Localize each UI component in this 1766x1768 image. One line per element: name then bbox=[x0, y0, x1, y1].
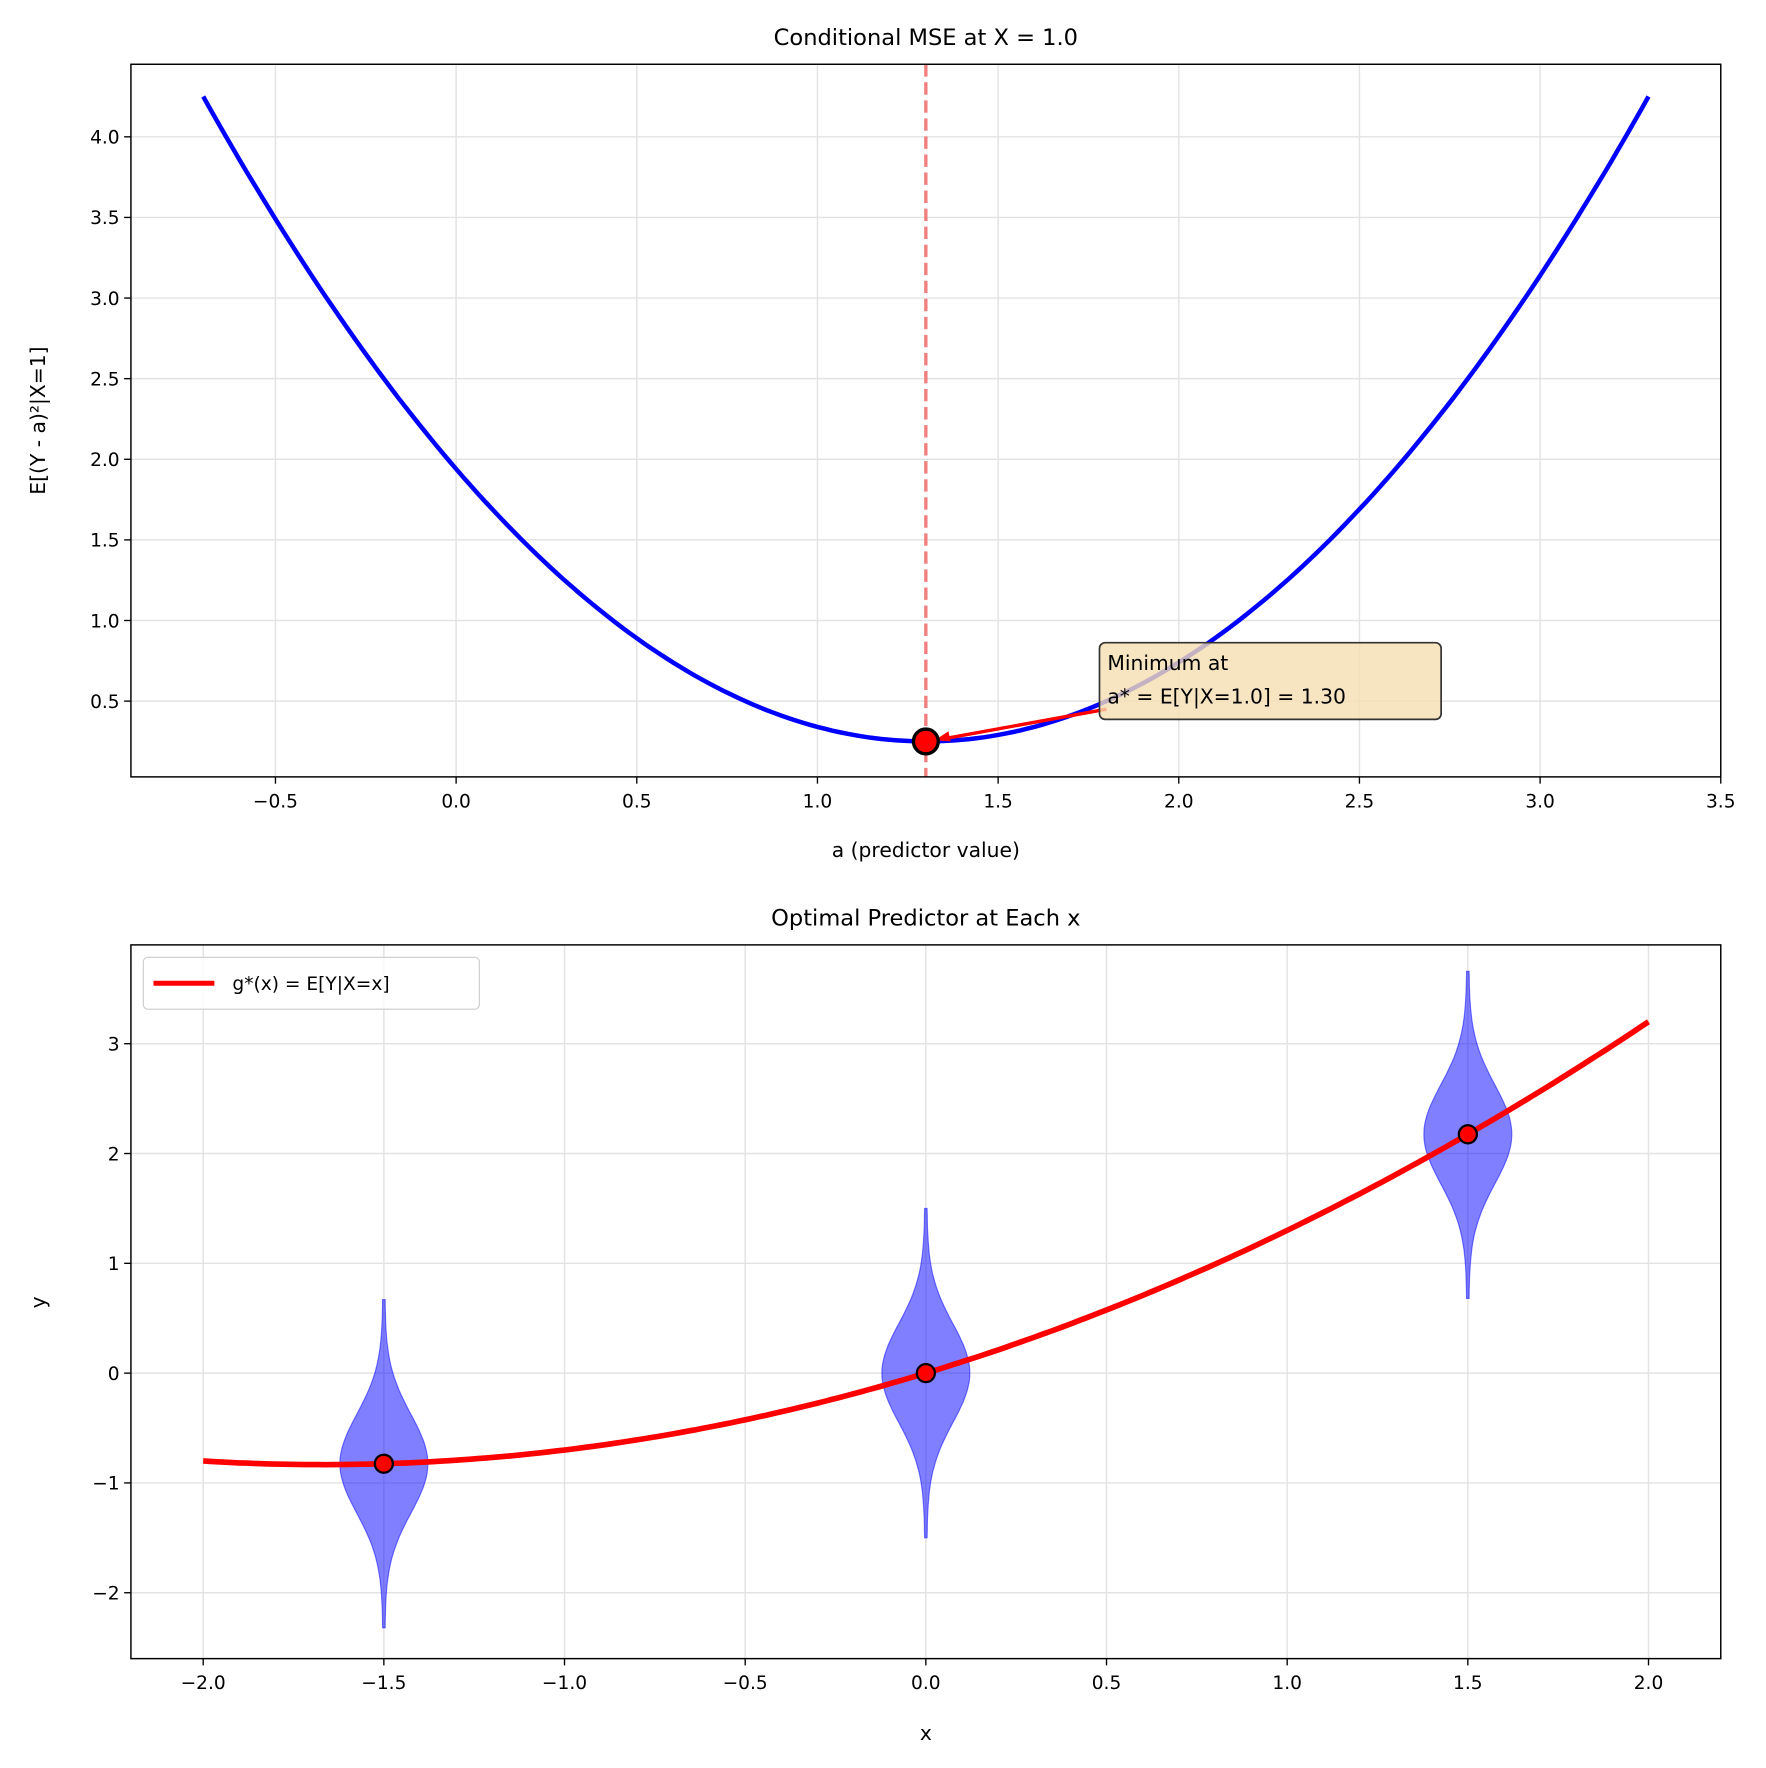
annotation-line1: Minimum at bbox=[1107, 651, 1228, 675]
mse-axes-frame bbox=[130, 63, 1722, 778]
y-tick-label: 3 bbox=[108, 1034, 120, 1055]
legend: g*(x) = E[Y|X=x] bbox=[142, 956, 480, 1010]
y-tick-label: 0.5 bbox=[90, 692, 120, 713]
annotation-line2: a* = E[Y|X=1.0] = 1.30 bbox=[1107, 685, 1346, 709]
y-tick-label: 3.0 bbox=[90, 289, 120, 310]
x-tick-label: 1.0 bbox=[1272, 1673, 1302, 1694]
y-tick-label: 3.5 bbox=[90, 208, 120, 229]
predictor-ylabel: y bbox=[26, 1296, 50, 1308]
conditional-mean-point bbox=[373, 1453, 395, 1474]
x-tick-label: −0.5 bbox=[723, 1673, 768, 1694]
conditional-mean-point bbox=[1457, 1124, 1478, 1145]
y-tick-label: 1.0 bbox=[90, 611, 120, 632]
x-tick-label: 0.5 bbox=[1092, 1673, 1122, 1694]
x-tick-label: 3.0 bbox=[1525, 791, 1555, 812]
conditional-mean-point bbox=[915, 1362, 936, 1384]
x-tick-label: 0.5 bbox=[622, 791, 652, 812]
mse-xlabel: a (predictor value) bbox=[832, 838, 1020, 862]
predictor-title: Optimal Predictor at Each x bbox=[771, 906, 1080, 932]
x-tick-label: 1.5 bbox=[1453, 1673, 1483, 1694]
x-tick-label: 1.0 bbox=[803, 791, 833, 812]
mse-ylabel: E[(Y - a)²|X=1] bbox=[26, 346, 50, 494]
predictor-plot: Optimal Predictor at Each x −2.0 −1.5 −1.0… bbox=[26, 906, 1722, 1745]
x-tick-label: 1.5 bbox=[983, 791, 1013, 812]
y-tick-label: −1 bbox=[92, 1474, 119, 1495]
y-tick-label: 1.5 bbox=[90, 531, 120, 552]
predictor-xlabel: x bbox=[920, 1721, 932, 1745]
x-tick-label: 2.5 bbox=[1345, 791, 1375, 812]
annotation-arrow bbox=[941, 707, 1107, 741]
x-tick-label: 0.0 bbox=[441, 791, 471, 812]
minimum-point bbox=[911, 727, 940, 756]
y-tick-label: 2 bbox=[108, 1144, 120, 1165]
y-tick-label: 2.0 bbox=[90, 450, 120, 471]
x-tick-label: 2.0 bbox=[1164, 791, 1194, 812]
x-tick-label: 3.5 bbox=[1706, 791, 1736, 812]
x-tick-label: 0.0 bbox=[911, 1673, 941, 1694]
predictor-axes-frame bbox=[130, 944, 1722, 1660]
y-tick-label: 1 bbox=[108, 1254, 120, 1275]
y-tick-label: 2.5 bbox=[90, 369, 120, 390]
annotation-box: Minimum at a* = E[Y|X=1.0] = 1.30 bbox=[1098, 641, 1442, 721]
y-tick-label: 0 bbox=[108, 1364, 120, 1385]
x-tick-label: −2.0 bbox=[181, 1673, 226, 1694]
annotation-frame bbox=[1098, 641, 1442, 721]
x-tick-label: −1.0 bbox=[542, 1673, 587, 1694]
legend-label: g*(x) = E[Y|X=x] bbox=[232, 974, 389, 995]
mse-title: Conditional MSE at X = 1.0 bbox=[774, 25, 1078, 51]
y-tick-label: −2 bbox=[92, 1584, 119, 1605]
mse-plot: Conditional MSE at X = 1.0 −0.5 0.0 0.5 1.0… bbox=[26, 25, 1735, 862]
legend-frame bbox=[142, 956, 480, 1010]
y-tick-label: 4.0 bbox=[90, 128, 120, 149]
x-tick-label: −1.5 bbox=[361, 1673, 406, 1694]
x-tick-label: −0.5 bbox=[253, 791, 298, 812]
x-tick-label: 2.0 bbox=[1634, 1673, 1664, 1694]
